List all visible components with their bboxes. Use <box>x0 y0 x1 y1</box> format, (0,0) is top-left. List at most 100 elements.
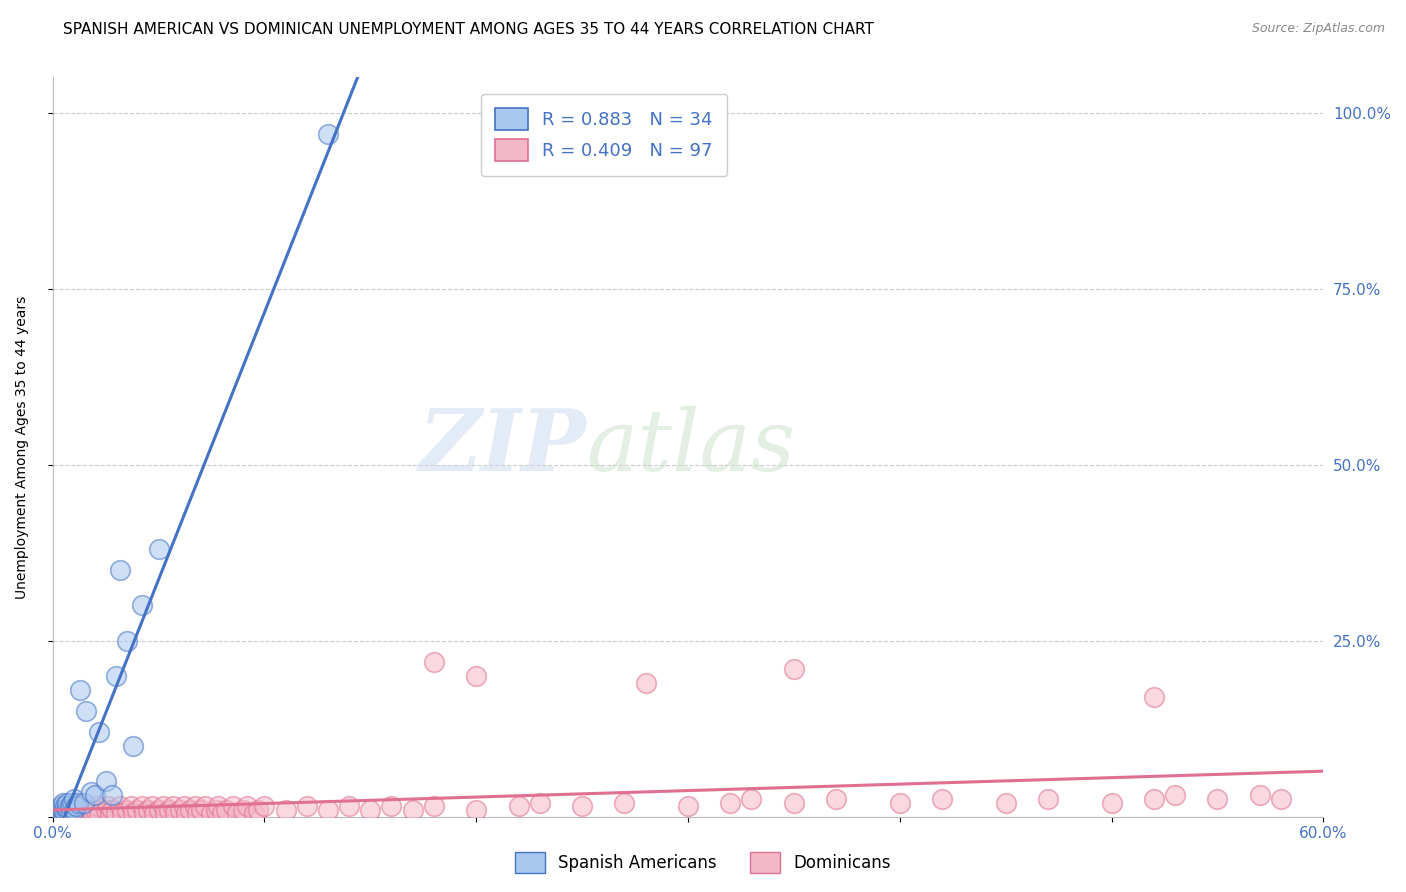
Point <box>825 792 848 806</box>
Point <box>76 704 98 718</box>
Text: ZIP: ZIP <box>419 405 586 489</box>
Point <box>52 799 75 814</box>
Point <box>60 803 83 817</box>
Point <box>110 563 132 577</box>
Point <box>120 799 142 814</box>
Point <box>740 792 762 806</box>
Point <box>60 796 83 810</box>
Point <box>72 799 94 814</box>
Point <box>173 799 195 814</box>
Point <box>316 803 339 817</box>
Legend: Spanish Americans, Dominicans: Spanish Americans, Dominicans <box>509 846 897 880</box>
Point <box>465 669 488 683</box>
Point <box>141 799 163 814</box>
Point <box>122 806 145 821</box>
Point <box>69 682 91 697</box>
Point <box>52 803 75 817</box>
Point <box>49 803 72 817</box>
Point <box>676 799 699 814</box>
Point <box>359 803 381 817</box>
Point <box>211 806 233 821</box>
Point <box>131 799 153 814</box>
Point <box>48 803 70 817</box>
Point <box>89 725 111 739</box>
Point <box>169 803 191 817</box>
Point <box>45 803 67 817</box>
Point <box>183 799 205 814</box>
Point <box>62 792 84 806</box>
Point <box>65 806 87 821</box>
Point <box>66 803 89 817</box>
Point <box>508 799 530 814</box>
Point <box>53 806 76 821</box>
Point <box>52 806 75 821</box>
Point <box>101 789 124 803</box>
Point <box>73 806 96 821</box>
Point <box>62 799 84 814</box>
Point <box>52 806 75 821</box>
Point <box>225 806 247 821</box>
Point <box>58 803 80 817</box>
Point <box>423 655 446 669</box>
Point <box>243 806 266 821</box>
Point <box>80 785 103 799</box>
Text: atlas: atlas <box>586 406 796 488</box>
Point <box>152 799 174 814</box>
Point <box>204 803 226 817</box>
Point <box>200 806 222 821</box>
Point <box>613 796 636 810</box>
Point <box>98 806 121 821</box>
Point <box>53 799 76 814</box>
Point <box>56 803 79 817</box>
Point <box>80 803 103 817</box>
Point <box>274 803 297 817</box>
Point <box>1101 796 1123 810</box>
Point <box>132 806 155 821</box>
Point <box>148 803 170 817</box>
Point <box>52 796 75 810</box>
Point <box>84 803 107 817</box>
Point <box>1143 690 1166 704</box>
Point <box>529 796 551 810</box>
Point <box>56 801 79 815</box>
Point <box>110 799 132 814</box>
Point <box>994 796 1017 810</box>
Point <box>76 803 98 817</box>
Point <box>783 662 806 676</box>
Point <box>215 803 238 817</box>
Point <box>127 803 149 817</box>
Point <box>783 796 806 810</box>
Point <box>84 789 107 803</box>
Point <box>165 806 187 821</box>
Point <box>89 806 111 821</box>
Point <box>94 774 117 789</box>
Point <box>1164 789 1187 803</box>
Point <box>53 806 76 821</box>
Point <box>143 806 166 821</box>
Point <box>1036 792 1059 806</box>
Point <box>236 799 259 814</box>
Point <box>1270 792 1292 806</box>
Point <box>101 803 124 817</box>
Point <box>105 669 128 683</box>
Point <box>105 806 128 821</box>
Point <box>136 803 159 817</box>
Point <box>162 799 184 814</box>
Point <box>56 796 79 810</box>
Legend: R = 0.883   N = 34, R = 0.409   N = 97: R = 0.883 N = 34, R = 0.409 N = 97 <box>481 94 727 176</box>
Point <box>316 127 339 141</box>
Point <box>62 803 84 817</box>
Point <box>122 739 145 754</box>
Point <box>65 799 87 814</box>
Point <box>634 676 657 690</box>
Point <box>380 799 402 814</box>
Point <box>97 799 120 814</box>
Point <box>186 806 208 821</box>
Point <box>1143 792 1166 806</box>
Point <box>1249 789 1271 803</box>
Point <box>86 799 108 814</box>
Point <box>718 796 741 810</box>
Point <box>69 806 91 821</box>
Point <box>45 806 67 821</box>
Point <box>190 803 212 817</box>
